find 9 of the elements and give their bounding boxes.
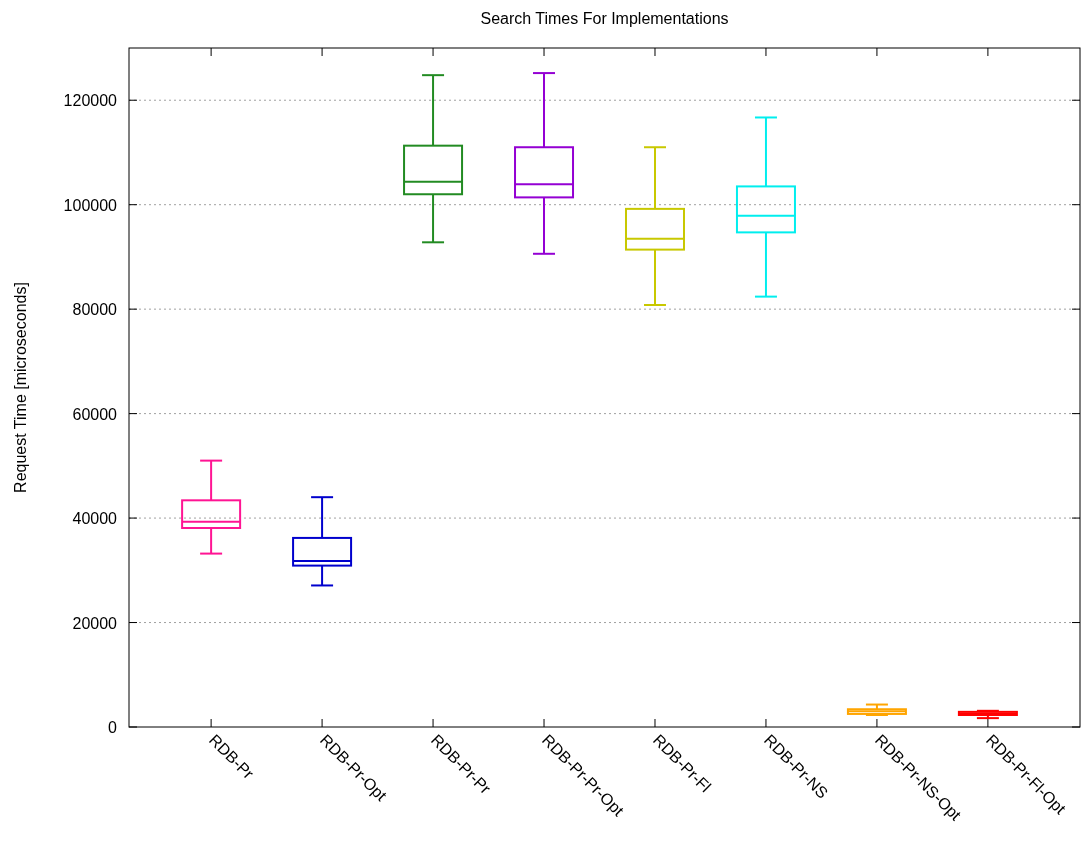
- y-tick-label: 60000: [72, 405, 118, 423]
- chart-title: Search Times For Implementations: [480, 10, 729, 27]
- y-tick-label: 100000: [63, 196, 118, 214]
- y-tick-label: 20000: [72, 614, 118, 632]
- y-tick-label: 120000: [63, 92, 118, 110]
- y-tick-label: 80000: [72, 301, 118, 319]
- y-tick-label: 40000: [72, 510, 118, 528]
- y-tick-label: 0: [108, 719, 118, 736]
- y-axis-title: Request Time [microseconds]: [12, 282, 29, 493]
